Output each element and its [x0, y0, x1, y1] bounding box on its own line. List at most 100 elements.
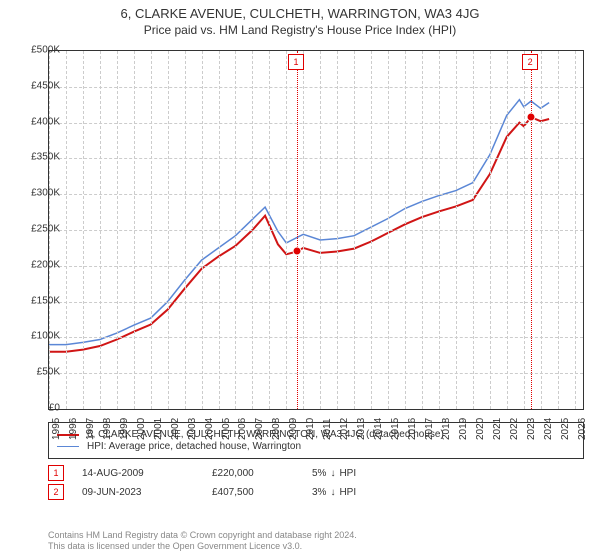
grid-v	[286, 51, 287, 409]
sale-price: £407,500	[212, 487, 312, 498]
sale-price: £220,000	[212, 468, 312, 479]
grid-v	[354, 51, 355, 409]
grid-v	[219, 51, 220, 409]
grid-h	[49, 194, 583, 195]
x-axis-label: 2023	[526, 418, 537, 440]
arrow-down-icon: ↓	[330, 487, 335, 498]
x-axis-label: 2015	[390, 418, 401, 440]
grid-v	[269, 51, 270, 409]
grid-v	[507, 51, 508, 409]
sale-dot	[293, 247, 302, 256]
grid-h	[49, 373, 583, 374]
x-axis-label: 1997	[85, 418, 96, 440]
grid-v	[473, 51, 474, 409]
y-axis-label: £0	[10, 403, 60, 414]
x-axis-label: 2011	[322, 418, 333, 440]
footer-line2: This data is licensed under the Open Gov…	[48, 541, 568, 552]
x-axis-label: 1999	[119, 418, 130, 440]
y-axis-label: £50K	[10, 367, 60, 378]
grid-v	[117, 51, 118, 409]
x-axis-label: 2006	[237, 418, 248, 440]
grid-v	[252, 51, 253, 409]
sale-dot	[527, 113, 536, 122]
grid-h	[49, 337, 583, 338]
sale-row: 2 09-JUN-2023£407,5003% ↓ HPI	[48, 484, 584, 500]
marker-label: 2	[522, 54, 538, 70]
grid-v	[202, 51, 203, 409]
grid-v	[235, 51, 236, 409]
grid-h	[49, 158, 583, 159]
chart-title: 6, CLARKE AVENUE, CULCHETH, WARRINGTON, …	[0, 0, 600, 21]
y-axis-label: £250K	[10, 224, 60, 235]
x-axis-label: 2025	[560, 418, 571, 440]
y-axis-label: £300K	[10, 188, 60, 199]
grid-v	[405, 51, 406, 409]
x-axis-label: 1996	[68, 418, 79, 440]
grid-v	[490, 51, 491, 409]
grid-v	[439, 51, 440, 409]
grid-v	[100, 51, 101, 409]
chart-subtitle: Price paid vs. HM Land Registry's House …	[0, 21, 600, 43]
y-axis-label: £500K	[10, 45, 60, 56]
x-axis-label: 2016	[407, 418, 418, 440]
marker-line	[531, 51, 532, 409]
grid-v	[456, 51, 457, 409]
grid-h	[49, 123, 583, 124]
x-axis-label: 2017	[424, 418, 435, 440]
x-axis-label: 2021	[492, 418, 503, 440]
grid-v	[337, 51, 338, 409]
x-axis-label: 2013	[356, 418, 367, 440]
grid-h	[49, 230, 583, 231]
grid-v	[371, 51, 372, 409]
series-hpi	[49, 100, 549, 345]
x-axis-label: 2000	[136, 418, 147, 440]
sale-date: 09-JUN-2023	[82, 487, 212, 498]
grid-v	[303, 51, 304, 409]
y-axis-label: £200K	[10, 259, 60, 270]
sale-delta: 3% ↓ HPI	[312, 487, 356, 498]
sale-delta: 5% ↓ HPI	[312, 468, 356, 479]
grid-v	[151, 51, 152, 409]
grid-v	[66, 51, 67, 409]
grid-v	[388, 51, 389, 409]
footer-attribution: Contains HM Land Registry data © Crown c…	[48, 530, 568, 552]
x-axis-label: 1998	[102, 418, 113, 440]
grid-h	[49, 87, 583, 88]
arrow-down-icon: ↓	[330, 468, 335, 479]
x-axis-label: 2009	[288, 418, 299, 440]
grid-v	[83, 51, 84, 409]
x-axis-label: 2018	[441, 418, 452, 440]
y-axis-label: £350K	[10, 152, 60, 163]
legend-swatch	[57, 446, 79, 448]
x-axis-label: 2010	[305, 418, 316, 440]
x-axis-label: 2004	[204, 418, 215, 440]
grid-v	[168, 51, 169, 409]
x-axis-label: 1995	[51, 418, 62, 440]
series-price_paid	[49, 117, 549, 352]
x-axis-label: 2012	[339, 418, 350, 440]
grid-v	[185, 51, 186, 409]
grid-h	[49, 266, 583, 267]
grid-v	[320, 51, 321, 409]
x-axis-label: 2024	[543, 418, 554, 440]
grid-v	[541, 51, 542, 409]
y-axis-label: £450K	[10, 80, 60, 91]
sale-date: 14-AUG-2009	[82, 468, 212, 479]
footer-line1: Contains HM Land Registry data © Crown c…	[48, 530, 568, 541]
y-axis-label: £100K	[10, 331, 60, 342]
grid-v	[422, 51, 423, 409]
x-axis-label: 2007	[254, 418, 265, 440]
x-axis-label: 2003	[187, 418, 198, 440]
x-axis-label: 2005	[221, 418, 232, 440]
x-axis-label: 2020	[475, 418, 486, 440]
grid-h	[49, 302, 583, 303]
marker-label: 1	[288, 54, 304, 70]
x-axis-label: 2019	[458, 418, 469, 440]
x-axis-label: 2002	[170, 418, 181, 440]
x-axis-label: 2001	[153, 418, 164, 440]
sale-number: 1	[48, 465, 64, 481]
x-axis-label: 2022	[509, 418, 520, 440]
grid-v	[134, 51, 135, 409]
chart-plot	[48, 50, 584, 410]
sale-number: 2	[48, 484, 64, 500]
